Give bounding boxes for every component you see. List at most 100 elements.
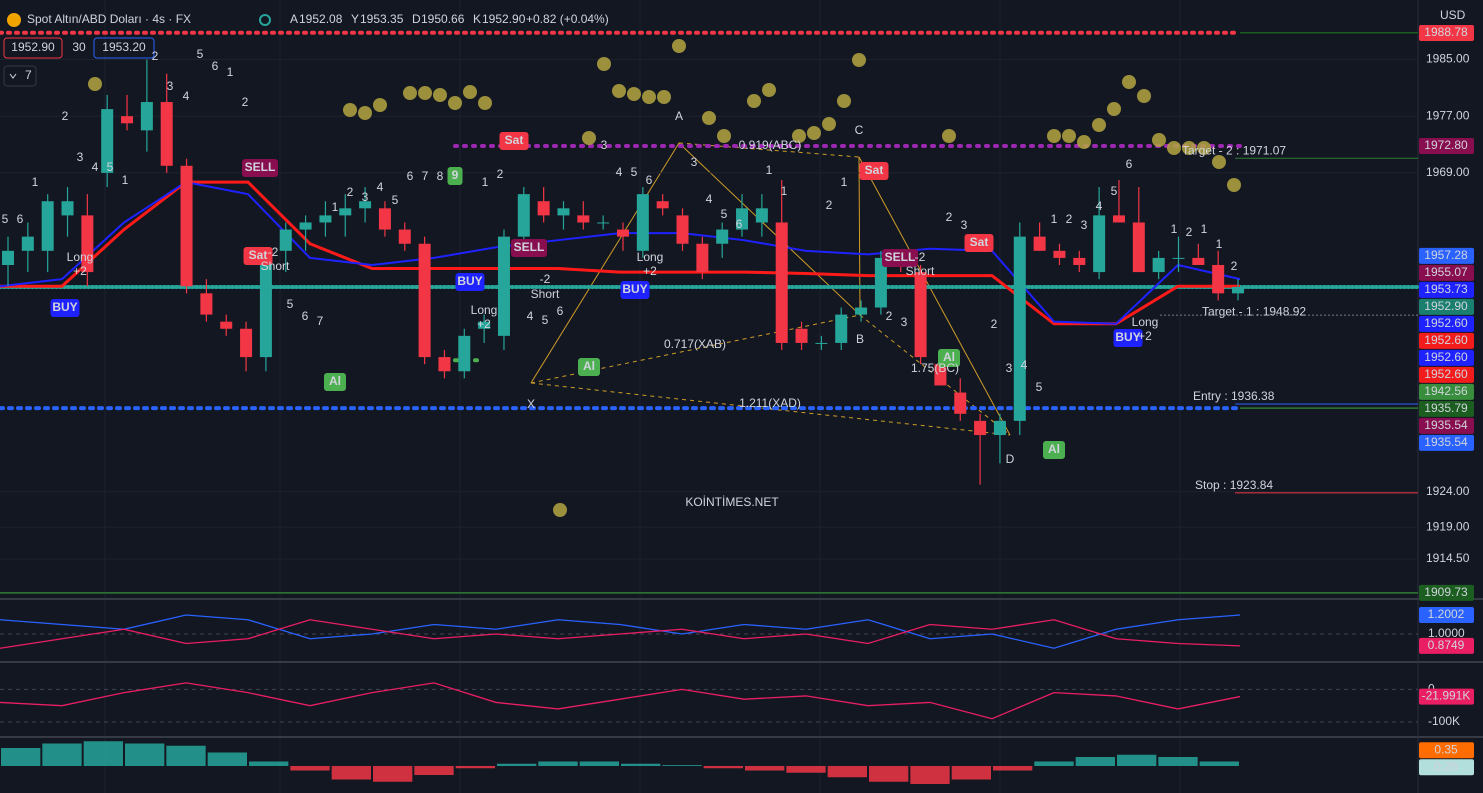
signal-label: Sat: [970, 235, 989, 249]
level-label: Target - 1 : 1948.92: [1202, 304, 1306, 318]
count-label: 5: [542, 313, 549, 327]
count-label: 5: [1111, 184, 1118, 198]
overlay-line: [0, 180, 1240, 326]
histogram-bar: [662, 765, 702, 766]
currency[interactable]: USD: [1440, 8, 1466, 22]
histogram-bar: [745, 766, 785, 771]
bid: 1952.90: [11, 40, 55, 54]
ohlc-prefix: A: [290, 12, 298, 26]
indicator-dot: [642, 90, 656, 104]
level-label: Entry : 1936.38: [1193, 389, 1275, 403]
price-tag-label: 1952.60: [1424, 367, 1468, 381]
candle-body: [478, 321, 491, 329]
signal-note: +2: [1138, 329, 1152, 343]
count-label: 2: [62, 109, 69, 123]
indicator-dot: [448, 96, 462, 110]
signal-label: Sat: [865, 163, 884, 177]
price-tag-label: 1.2002: [1428, 607, 1465, 621]
candle-body: [398, 229, 411, 244]
indicator-dot: [373, 98, 387, 112]
count-label: 1: [482, 175, 489, 189]
indicator-dot: [418, 86, 432, 100]
count-label: 1: [766, 163, 773, 177]
price-tag: [1419, 298, 1474, 315]
price-tag: [1419, 315, 1474, 332]
count-label: 2: [826, 198, 833, 212]
harmonic-label: 0.919(ABC): [739, 138, 802, 152]
price-tag-label: 1935.79: [1424, 401, 1468, 415]
indicator-dot: [837, 94, 851, 108]
indicator-dot: [597, 57, 611, 71]
price-tag: [1419, 688, 1474, 705]
signal-note: +2: [477, 317, 491, 331]
signal-badge: [447, 167, 463, 185]
count-label: 2: [886, 309, 893, 323]
candle-body: [1192, 257, 1205, 265]
candle-body: [1112, 215, 1125, 223]
price-tag-label: 1957.28: [1424, 248, 1468, 262]
indicator-dot: [612, 84, 626, 98]
y-tick-label: 1924.00: [1426, 484, 1470, 498]
count-label: 5: [287, 297, 294, 311]
candle-body: [200, 293, 213, 315]
count-label: 3: [362, 190, 369, 204]
indicator-dot: [1152, 133, 1166, 147]
ohlc-value: 1952.90: [482, 12, 526, 26]
price-tag: [1419, 637, 1474, 654]
histogram-bar: [703, 766, 743, 769]
candle-body: [696, 243, 709, 273]
histogram-bar: [827, 766, 867, 778]
candle-body: [755, 208, 768, 223]
count-label: 5: [197, 47, 204, 61]
price-tag: [1419, 434, 1474, 451]
price-tag-label: 1909.73: [1424, 585, 1468, 599]
price-tag-label: 1972.80: [1424, 138, 1468, 152]
chevron: [9, 73, 17, 79]
count-label: 4: [1021, 358, 1028, 372]
histogram-bar: [290, 766, 330, 771]
candle-body: [815, 342, 828, 344]
candle-body: [101, 109, 114, 173]
count-label: 5: [1036, 380, 1043, 394]
harmonic-label: 0.717(XAB): [664, 337, 726, 351]
signal-label: Sat: [505, 133, 524, 147]
signal-badge: [324, 373, 346, 391]
count-label: 2: [347, 185, 354, 199]
indicator-dot: [1197, 141, 1211, 155]
candle-body: [21, 236, 34, 251]
candle-body: [359, 201, 372, 209]
price-tag: [1419, 383, 1474, 400]
count-label: 3: [167, 79, 174, 93]
candle-body: [855, 307, 868, 315]
count-label: 6: [17, 212, 24, 226]
candle-body: [418, 243, 431, 358]
level-label: Stop : 1923.84: [1195, 478, 1273, 492]
signal-label: SELL: [885, 250, 916, 264]
price-tag-label: 0.28: [1434, 759, 1458, 773]
price-tag: [1419, 759, 1474, 776]
candle-body: [1073, 257, 1086, 265]
count-label: 1: [1201, 222, 1208, 236]
signal-label: Al: [943, 350, 955, 364]
count-label: 4: [616, 165, 623, 179]
indicator-toggle[interactable]: [3, 65, 37, 87]
ohlc-change: +0.82 (+0.04%): [526, 12, 609, 26]
histogram-bar: [786, 766, 826, 773]
price-tag: [1419, 247, 1474, 264]
signal-badge: [859, 162, 889, 180]
signal-badge: [242, 159, 278, 177]
price-tag-label: 1935.54: [1424, 435, 1468, 449]
signal-note: Short: [906, 264, 935, 278]
count-label: 1: [841, 175, 848, 189]
count-label: 7: [317, 314, 324, 328]
count-label: 3: [77, 150, 84, 164]
histogram-bar: [455, 766, 495, 769]
signal-label: Al: [1048, 442, 1060, 456]
indicator-dot: [1182, 141, 1196, 155]
ohlc-value: 1952.08: [299, 12, 343, 26]
price-tag: [1419, 137, 1474, 154]
count-label: 2: [1186, 225, 1193, 239]
count-label: 7: [422, 169, 429, 183]
